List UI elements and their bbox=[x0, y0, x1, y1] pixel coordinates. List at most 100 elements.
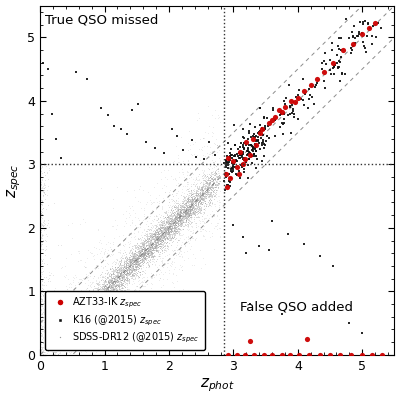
Point bbox=[140, 217, 146, 223]
Point bbox=[92, 307, 98, 313]
Point bbox=[70, 322, 76, 328]
Point bbox=[108, 278, 115, 284]
Point bbox=[142, 305, 149, 311]
Point bbox=[39, 184, 46, 191]
Point bbox=[172, 220, 179, 227]
Point bbox=[100, 289, 107, 295]
Point bbox=[132, 252, 138, 259]
Point bbox=[132, 290, 138, 297]
Point bbox=[111, 278, 118, 284]
Point bbox=[128, 263, 135, 269]
Point bbox=[112, 295, 118, 302]
Point bbox=[60, 318, 67, 325]
Point bbox=[212, 190, 218, 196]
Point bbox=[38, 332, 45, 339]
Point bbox=[180, 169, 186, 175]
Point bbox=[161, 232, 168, 239]
Point bbox=[211, 188, 218, 195]
Point bbox=[165, 212, 172, 218]
Point bbox=[41, 179, 47, 186]
Point bbox=[172, 204, 178, 210]
Point bbox=[61, 322, 67, 328]
Point bbox=[113, 282, 120, 288]
Point bbox=[194, 206, 201, 212]
Point bbox=[100, 282, 106, 288]
Point bbox=[163, 234, 170, 240]
Point bbox=[203, 191, 210, 198]
Point bbox=[164, 264, 170, 270]
Point bbox=[74, 312, 80, 318]
Point bbox=[173, 222, 180, 228]
Point bbox=[161, 210, 168, 216]
Point bbox=[206, 183, 212, 189]
Point bbox=[64, 331, 71, 338]
Point bbox=[54, 352, 61, 358]
Point bbox=[144, 240, 151, 247]
Point bbox=[102, 298, 109, 305]
Point bbox=[192, 220, 198, 226]
Point bbox=[231, 153, 237, 159]
Point bbox=[55, 312, 62, 318]
Point bbox=[154, 229, 160, 235]
Point bbox=[79, 309, 86, 316]
Point bbox=[226, 182, 233, 189]
Point bbox=[154, 236, 160, 242]
Point bbox=[94, 280, 101, 286]
Point bbox=[206, 177, 213, 183]
Point bbox=[180, 212, 186, 219]
Point bbox=[89, 314, 95, 321]
Point bbox=[118, 273, 124, 279]
Point bbox=[198, 204, 204, 211]
Point bbox=[174, 212, 181, 218]
Point bbox=[41, 352, 47, 358]
Point bbox=[140, 244, 146, 250]
Point bbox=[72, 299, 78, 305]
Point bbox=[116, 270, 123, 277]
Point bbox=[150, 245, 156, 251]
Point bbox=[46, 352, 52, 358]
Point bbox=[158, 225, 164, 232]
Point bbox=[148, 244, 154, 250]
Point bbox=[127, 257, 133, 264]
Point bbox=[84, 308, 91, 314]
Point bbox=[157, 240, 164, 247]
Point bbox=[198, 185, 204, 192]
Point bbox=[116, 259, 122, 265]
Point bbox=[39, 332, 46, 338]
Point bbox=[111, 274, 118, 281]
Point bbox=[202, 191, 208, 197]
Point bbox=[202, 175, 208, 182]
Point bbox=[119, 285, 126, 292]
Point bbox=[180, 210, 186, 216]
Point bbox=[72, 310, 79, 317]
Point bbox=[141, 259, 147, 265]
Point bbox=[206, 187, 212, 194]
Point bbox=[157, 220, 164, 227]
Point bbox=[157, 232, 163, 239]
Point bbox=[38, 296, 45, 302]
Point bbox=[178, 210, 184, 216]
Point bbox=[190, 204, 196, 211]
Point bbox=[44, 222, 50, 228]
Point bbox=[193, 189, 200, 196]
Point bbox=[261, 145, 267, 151]
Point bbox=[201, 209, 207, 215]
Point bbox=[142, 254, 148, 260]
Point bbox=[54, 332, 61, 339]
Point bbox=[68, 322, 74, 328]
Point bbox=[160, 232, 166, 239]
Point bbox=[217, 224, 223, 231]
Point bbox=[209, 188, 216, 194]
Point bbox=[249, 146, 255, 153]
Point bbox=[141, 250, 148, 256]
Point bbox=[150, 199, 156, 206]
Point bbox=[156, 243, 163, 249]
Point bbox=[147, 251, 154, 258]
Point bbox=[173, 230, 179, 236]
Point bbox=[105, 288, 112, 294]
Point bbox=[166, 225, 172, 232]
Point bbox=[46, 352, 53, 358]
Point bbox=[72, 322, 79, 328]
Point bbox=[142, 249, 149, 255]
Point bbox=[199, 172, 206, 179]
